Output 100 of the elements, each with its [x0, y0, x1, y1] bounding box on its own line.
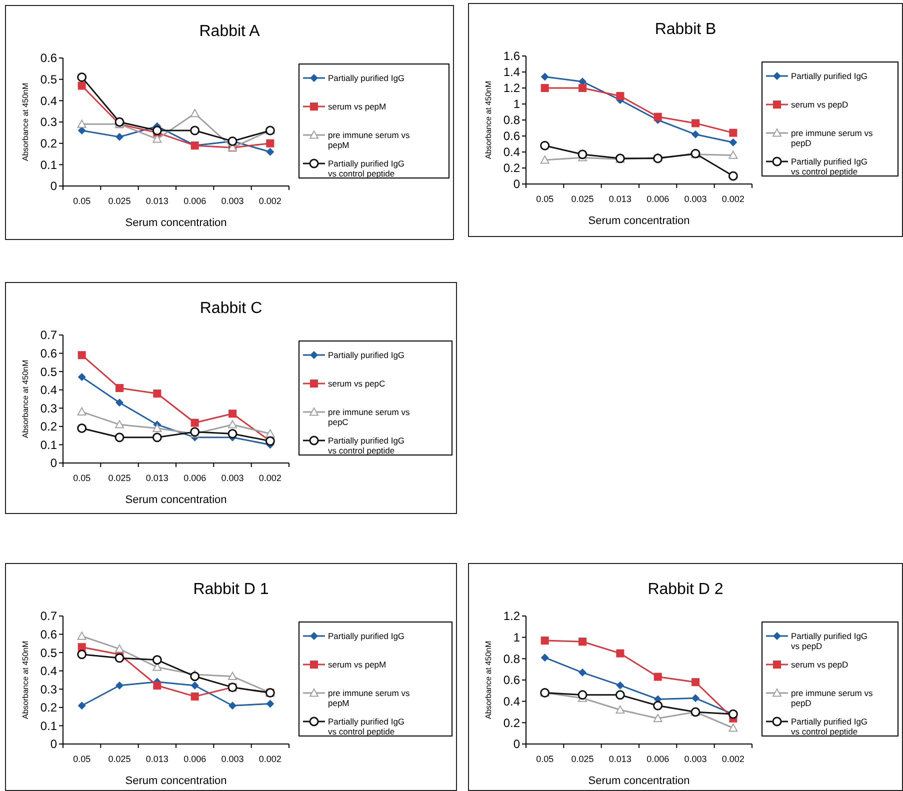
legend-label: serum vs pepD [791, 99, 848, 110]
point [114, 432, 124, 442]
y-tick-label: 0 [50, 179, 58, 194]
point [116, 681, 124, 690]
x-tick-label: 0.013 [146, 754, 168, 764]
point [540, 140, 550, 150]
y-tick-label: 0.6 [40, 346, 58, 360]
point [114, 653, 124, 663]
legend-label: pre immune serum vs pepD [791, 128, 873, 148]
y-tick-label: 0.7 [40, 328, 58, 342]
x-tick-label: 0.003 [221, 754, 244, 764]
point [190, 692, 199, 700]
x-tick-label: 0.002 [258, 754, 282, 764]
point [578, 638, 586, 646]
y-tick-label: 0.2 [40, 420, 58, 434]
point [729, 138, 738, 146]
x-tick-label: 0.013 [608, 754, 632, 764]
point [540, 654, 549, 662]
x-tick-label: 0.003 [684, 754, 707, 764]
point [78, 351, 86, 360]
point [615, 690, 625, 700]
point [728, 171, 738, 181]
x-tick-label: 0.006 [646, 194, 670, 204]
point [77, 632, 86, 640]
x-tick-label: 0.025 [108, 196, 131, 206]
x-axis-title: Serum concentration [125, 775, 227, 787]
legend-label: serum vs pepM [328, 659, 386, 670]
point [190, 672, 200, 682]
point [190, 681, 199, 690]
x-tick-label: 0.013 [146, 473, 168, 483]
point [228, 672, 237, 680]
x-tick-label: 0.025 [108, 473, 131, 483]
x-tick-label: 0.006 [646, 754, 670, 764]
legend-label: Partially purified IgG vs control peptide [328, 158, 405, 178]
y-tick-label: 0.6 [40, 627, 58, 642]
y-tick-label: 0 [513, 177, 520, 192]
y-axis-title: Absorbance at 450nM [21, 360, 30, 438]
point [616, 92, 624, 100]
y-tick-label: 1.6 [503, 49, 520, 64]
legend-label: Partially purified IgG vs control peptide [791, 716, 868, 736]
point [190, 418, 199, 427]
y-tick-label: 0 [513, 737, 520, 752]
y-tick-label: 0.6 [503, 129, 520, 144]
legend-label: pre immune serum vs pepD [791, 688, 873, 708]
legend-label: Partially purified IgG vs control peptide [791, 156, 868, 176]
x-tick-label: 0.013 [608, 194, 632, 204]
x-tick-label: 0.006 [184, 754, 206, 764]
x-axis-title: Serum concentration [125, 494, 227, 506]
y-tick-label: 0.5 [40, 72, 58, 87]
y-tick-label: 0.3 [40, 401, 58, 416]
x-axis-title: Serum concentration [588, 215, 690, 227]
point [616, 649, 624, 658]
point [152, 134, 162, 143]
point [78, 643, 86, 652]
legend-label: Partially purified IgG [328, 72, 405, 83]
y-tick-label: 0.2 [503, 161, 520, 176]
y-axis-title: Absorbance at 450nM [21, 82, 30, 162]
point [266, 139, 274, 148]
point [77, 424, 87, 434]
point [228, 702, 236, 710]
y-tick-label: 0.4 [40, 383, 58, 398]
legend-label: serum vs pepC [328, 378, 386, 388]
point [540, 156, 550, 164]
x-tick-label: 0.025 [571, 194, 594, 204]
point [540, 84, 549, 92]
legend-label: Partially purified IgG [328, 350, 405, 360]
x-axis-title: Serum concentration [125, 217, 227, 229]
point [116, 384, 124, 392]
y-tick-label: 0.6 [40, 51, 58, 66]
y-tick-label: 0.5 [40, 364, 58, 379]
x-tick-label: 0.002 [722, 754, 744, 764]
x-tick-label: 0.025 [108, 754, 131, 764]
point [653, 700, 663, 710]
x-tick-label: 0.013 [146, 196, 168, 206]
y-tick-label: 0.2 [503, 716, 520, 730]
point [578, 84, 586, 92]
point [78, 373, 86, 382]
point [77, 407, 86, 416]
y-axis-title: Absorbance at 450nM [484, 80, 493, 160]
y-tick-label: 0.3 [40, 682, 58, 696]
x-tick-label: 0.05 [73, 473, 91, 483]
legend-label: Partially purified IgG vs control peptide [328, 716, 405, 736]
y-tick-label: 0.8 [503, 113, 520, 128]
point [616, 705, 625, 714]
legend-label: pre immune serum vs pepC [328, 406, 410, 427]
x-tick-label: 0.003 [684, 194, 707, 204]
y-tick-label: 1 [513, 630, 520, 645]
point [115, 644, 124, 653]
x-tick-label: 0.003 [221, 473, 244, 483]
point [152, 432, 162, 442]
point [228, 428, 238, 438]
chart-title: Rabbit D 1 [193, 581, 269, 598]
x-tick-label: 0.002 [258, 473, 282, 483]
point [228, 420, 237, 428]
point [228, 410, 236, 418]
y-tick-label: 0 [50, 456, 58, 470]
legend-label: Partially purified IgG [791, 70, 868, 81]
y-axis-title: Absorbance at 450nM [21, 640, 30, 720]
x-tick-label: 0.003 [221, 196, 244, 206]
point [578, 150, 588, 160]
